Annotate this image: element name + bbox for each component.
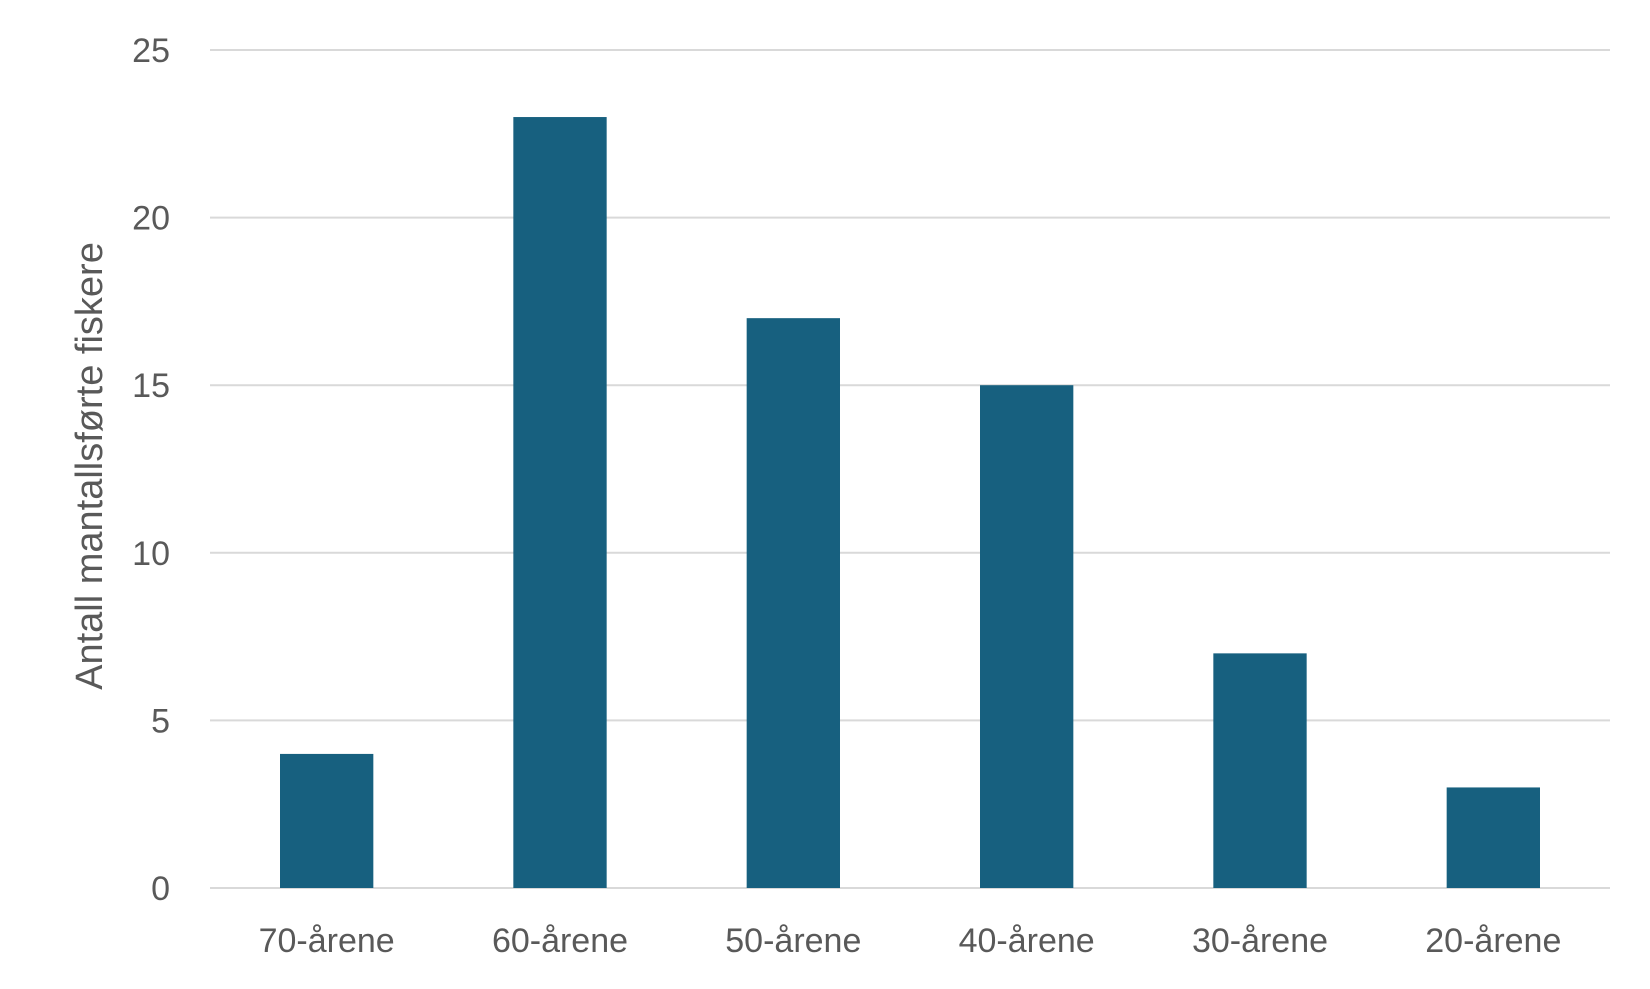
bar-60-årene — [513, 117, 607, 889]
x-tick-label: 50-årene — [725, 922, 861, 960]
y-tick-label: 10 — [132, 535, 170, 573]
y-tick-label: 15 — [132, 367, 170, 405]
x-tick-label: 30-årene — [1192, 922, 1328, 960]
x-tick-label: 70-årene — [259, 922, 395, 960]
y-axis-ticks: 0 5 10 15 20 25 — [132, 32, 170, 908]
bar-40-årene — [980, 385, 1074, 888]
y-tick-label: 0 — [151, 870, 170, 908]
bar-50-årene — [746, 318, 840, 888]
y-tick-label: 25 — [132, 32, 170, 70]
y-tick-label: 20 — [132, 200, 170, 238]
bars — [280, 117, 1540, 889]
x-axis-ticks: 70-årene 60-årene 50-årene 40-årene 30-årene… — [259, 922, 1562, 960]
y-tick-label: 5 — [151, 702, 170, 740]
bar-20-årene — [1446, 787, 1540, 888]
y-axis-title: Antall mantallsførte fiskere — [69, 242, 111, 690]
bar-30-årene — [1213, 653, 1307, 888]
x-tick-label: 20-årene — [1425, 922, 1561, 960]
gridlines — [210, 49, 1610, 889]
x-tick-label: 40-årene — [959, 922, 1095, 960]
x-tick-label: 60-årene — [492, 922, 628, 960]
bar-70-årene — [280, 753, 374, 888]
